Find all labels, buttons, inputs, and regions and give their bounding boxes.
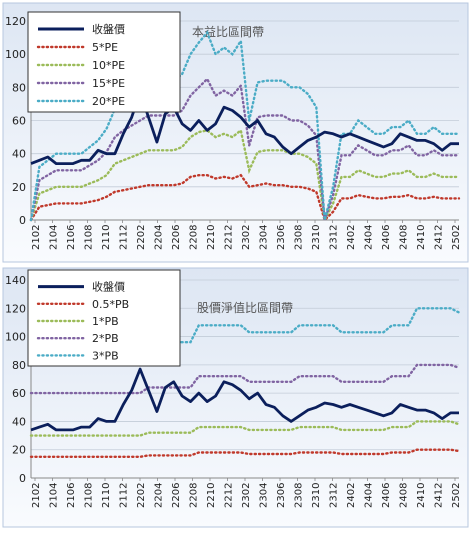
x-tick-label: 2204 <box>154 225 165 250</box>
x-tick-label: 2104 <box>49 225 60 250</box>
x-tick-label: 2302 <box>241 225 252 250</box>
series-line-4 <box>29 30 461 222</box>
legend-label: 0.5*PB <box>92 298 129 311</box>
y-tick-label: 20 <box>12 444 26 457</box>
x-tick-label: 2210 <box>206 483 217 508</box>
x-tick-label: 2202 <box>136 483 147 508</box>
x-tick-label: 2110 <box>101 225 112 250</box>
chart-1: 0 20 40 60 80 100 120 2102 2104 2106 2108 2110 2112 2… <box>2 2 469 263</box>
x-tick-label: 2502 <box>451 225 462 250</box>
x-tick-label: 2408 <box>399 483 410 508</box>
x-tick-label: 2206 <box>171 483 182 508</box>
x-tick-label: 2402 <box>346 483 357 508</box>
y-tick-label: 0 <box>19 214 26 227</box>
y-tick-label: 120 <box>5 302 26 315</box>
legend: 收盤價 0.5*PB 1*PB 2*PB 3*PB <box>27 269 181 367</box>
x-tick-label: 2302 <box>241 483 252 508</box>
series-line-0 <box>30 90 459 166</box>
x-tick-label: 2112 <box>119 225 130 250</box>
x-tick-label: 2106 <box>66 225 77 250</box>
series-line-2 <box>29 128 461 224</box>
x-tick-label: 2108 <box>84 483 95 508</box>
legend-label: 2*PB <box>92 332 119 345</box>
x-tick-label: 2310 <box>311 225 322 250</box>
legend-label: 5*PE <box>92 41 118 54</box>
legend-label: 15*PE <box>92 77 125 90</box>
chart-2: 0 20 40 60 80 100 120 140 2102 2104 2106 2108 2110 21… <box>2 267 469 528</box>
legend-label: 3*PB <box>92 349 119 362</box>
x-tick-label: 2108 <box>84 225 95 250</box>
x-tick-label: 2208 <box>189 225 200 250</box>
x-tick-label: 2210 <box>206 225 217 250</box>
x-tick-label: 2306 <box>276 483 287 508</box>
x-tick-label: 2312 <box>329 225 340 250</box>
legend-label: 1*PB <box>92 315 119 328</box>
chart-title: 本益比區間帶 <box>192 25 264 39</box>
legend-label: 10*PE <box>92 59 125 72</box>
x-tick-label: 2410 <box>416 225 427 250</box>
x-tick-label: 2502 <box>451 483 462 508</box>
x-tick-label: 2208 <box>189 483 200 508</box>
x-tick-label: 2406 <box>381 225 392 250</box>
x-tick-label: 2202 <box>136 225 147 250</box>
chart-title: 股價淨值比區間帶 <box>197 300 293 315</box>
series-line-1 <box>29 448 461 458</box>
legend-label: 收盤價 <box>92 22 125 36</box>
y-tick-label: 100 <box>5 48 26 61</box>
x-tick-label: 2212 <box>224 225 235 250</box>
x-tick-label: 2402 <box>346 225 357 250</box>
x-tick-label: 2412 <box>434 225 445 250</box>
x-tick-label: 2310 <box>311 483 322 508</box>
x-tick-label: 2102 <box>31 483 42 508</box>
x-tick-label: 2104 <box>49 483 60 508</box>
series-line-3 <box>29 76 461 222</box>
x-tick-label: 2110 <box>101 483 112 508</box>
series-line-3 <box>29 363 461 395</box>
x-tick-label: 2404 <box>364 483 375 508</box>
y-tick-label: 20 <box>12 181 26 194</box>
x-tick-label: 2102 <box>31 225 42 250</box>
y-tick-label: 80 <box>12 359 26 372</box>
y-tick-label: 60 <box>12 115 26 128</box>
x-tick-label: 2206 <box>171 225 182 250</box>
y-tick-label: 60 <box>12 387 26 400</box>
series-line-1 <box>29 173 461 223</box>
x-tick-label: 2406 <box>381 483 392 508</box>
x-tick-label: 2308 <box>294 483 305 508</box>
x-tick-label: 2204 <box>154 483 165 508</box>
x-tick-label: 2408 <box>399 225 410 250</box>
series-line-0 <box>30 367 459 432</box>
series-line-2 <box>29 420 461 437</box>
x-tick-label: 2212 <box>224 483 235 508</box>
x-tick-label: 2112 <box>119 483 130 508</box>
x-tick-label: 2106 <box>66 483 77 508</box>
x-tick-label: 2312 <box>329 483 340 508</box>
x-tick-label: 2308 <box>294 225 305 250</box>
legend: 收盤價 5*PE 10*PE 15*PE 20*PE <box>27 11 181 113</box>
y-tick-label: 80 <box>12 81 26 94</box>
x-tick-label: 2306 <box>276 225 287 250</box>
legend-label: 20*PE <box>92 95 125 108</box>
y-tick-label: 140 <box>5 274 26 287</box>
legend-label: 收盤價 <box>92 280 125 294</box>
y-tick-label: 40 <box>12 148 26 161</box>
x-tick-label: 2304 <box>259 483 270 508</box>
y-tick-label: 0 <box>19 472 26 485</box>
y-tick-label: 120 <box>5 15 26 28</box>
x-tick-label: 2412 <box>434 483 445 508</box>
x-tick-label: 2304 <box>259 225 270 250</box>
y-tick-label: 100 <box>5 331 26 344</box>
y-tick-label: 40 <box>12 415 26 428</box>
x-tick-label: 2404 <box>364 225 375 250</box>
x-tick-label: 2410 <box>416 483 427 508</box>
